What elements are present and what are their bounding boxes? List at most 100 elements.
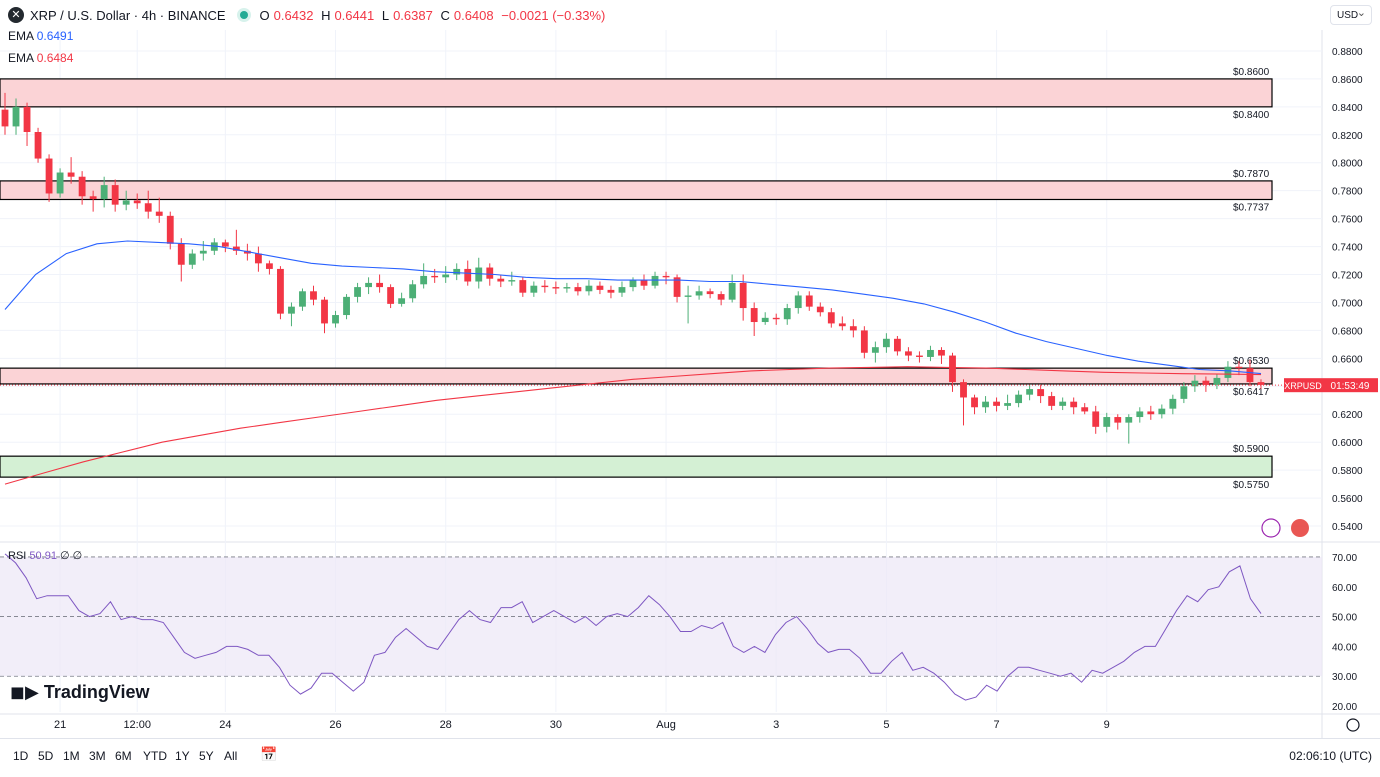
rsi-tick-label: 50.00	[1332, 613, 1357, 624]
candle	[398, 298, 406, 304]
price-tick-label: 0.5600	[1332, 494, 1363, 505]
candle	[1235, 366, 1243, 369]
us-flag-icon[interactable]	[1291, 519, 1309, 537]
price-tick-label: 0.7600	[1332, 215, 1363, 226]
ema-value: 0.6484	[36, 51, 74, 65]
range-all[interactable]: All	[224, 749, 238, 763]
symbol-title[interactable]: XRP / U.S. Dollar · 4h · BINANCE	[30, 7, 226, 23]
price-tick-label: 0.7800	[1332, 187, 1363, 198]
candle	[155, 211, 163, 216]
low-value: 0.6387	[393, 7, 433, 23]
candle	[1257, 382, 1265, 385]
countdown-tag	[1322, 378, 1378, 393]
range-1m[interactable]: 1M	[63, 749, 80, 763]
candle	[1158, 408, 1166, 415]
calendar-icon[interactable]: 📅	[260, 746, 278, 762]
price-tick-label: 0.6800	[1332, 326, 1363, 337]
range-1d[interactable]: 1D	[13, 749, 29, 763]
price-tick-label: 0.6600	[1332, 354, 1363, 365]
candle	[717, 294, 725, 300]
price-tick-label: 0.8000	[1332, 159, 1363, 170]
candle	[596, 285, 604, 290]
candle	[960, 382, 967, 398]
candle	[111, 185, 119, 205]
candle	[1147, 411, 1155, 415]
lightning-icon[interactable]	[1261, 518, 1281, 538]
zone-bottom-label: $0.6417	[1233, 387, 1270, 398]
candle	[310, 291, 317, 300]
candle	[893, 338, 901, 352]
candle	[530, 285, 538, 293]
ema-label: EMA	[8, 51, 34, 65]
utc-clock[interactable]: 02:06:10 (UTC)	[1289, 749, 1372, 763]
open-value: 0.6432	[273, 7, 314, 23]
price-tick-label: 0.7000	[1332, 298, 1363, 309]
candle	[365, 282, 372, 288]
chart-header: ✕ XRP / U.S. Dollar · 4h · BINANCE O 0.64…	[8, 7, 609, 23]
ema-slow-line	[4, 366, 1262, 485]
candle	[475, 267, 483, 282]
range-5d[interactable]: 5D	[38, 749, 54, 763]
candle	[695, 291, 703, 296]
candle	[431, 275, 439, 278]
rsi-legend[interactable]: RSI 50.91 ∅ ∅	[8, 549, 82, 562]
candle	[354, 287, 361, 297]
candle	[299, 291, 306, 307]
time-tick-label: 28	[440, 719, 452, 731]
range-5y[interactable]: 5Y	[199, 749, 214, 763]
rsi-tick-label: 70.00	[1332, 553, 1357, 564]
range-1y[interactable]: 1Y	[175, 749, 190, 763]
rsi-value: 50.91	[29, 550, 57, 562]
currency-select[interactable]: USD	[1330, 3, 1372, 25]
candle	[166, 215, 174, 244]
ema-value: 0.6491	[36, 29, 74, 43]
rsi-tick-label: 60.00	[1332, 583, 1357, 594]
candle	[420, 275, 428, 285]
change-value: −0.0021 (−0.33%)	[501, 7, 606, 23]
candle	[497, 278, 505, 282]
tv-logo-text: TradingView	[43, 682, 150, 702]
symbol-tag-label: XRPUSD	[1284, 381, 1322, 391]
candle	[629, 280, 637, 288]
candle	[927, 349, 934, 357]
candle	[728, 282, 736, 300]
candle	[387, 287, 395, 304]
candle	[541, 285, 549, 288]
candle	[409, 284, 417, 299]
price-tick-label: 0.8200	[1332, 131, 1363, 142]
ema-legend-slow[interactable]: EMA 0.6484	[8, 51, 73, 65]
price-tick-label: 0.8400	[1332, 103, 1363, 114]
candle	[1059, 401, 1067, 406]
range-6m[interactable]: 6M	[115, 749, 132, 763]
candle	[332, 315, 339, 324]
candle	[827, 312, 835, 324]
zone-top-label: $0.6530	[1233, 356, 1270, 367]
time-tick-label: 7	[994, 719, 1000, 731]
candle	[574, 287, 582, 292]
range-3m[interactable]: 3M	[89, 749, 106, 763]
candle	[23, 106, 31, 132]
ohlc-values: O 0.6432 H 0.6441 L 0.6387 C 0.6408 −0.0021 …	[260, 8, 610, 23]
range-ytd[interactable]: YTD	[143, 749, 167, 763]
candle	[45, 158, 53, 194]
settings-icon[interactable]	[1346, 718, 1360, 732]
candle	[916, 355, 923, 357]
candle	[993, 401, 1000, 406]
candle	[585, 285, 593, 292]
candle	[618, 287, 626, 293]
candle	[12, 106, 20, 127]
candle	[971, 397, 978, 408]
candle	[464, 268, 472, 282]
ema-legend-fast[interactable]: EMA 0.6491	[8, 29, 73, 43]
zone-top-label: $0.8600	[1233, 67, 1270, 78]
candle	[177, 243, 185, 265]
candle	[1202, 380, 1210, 385]
rsi-line	[4, 553, 1262, 701]
high-label: H	[321, 7, 331, 23]
price-zones: $0.8600 $0.8400 $0.7870 $0.7737 $0.6530 $0.64…	[0, 67, 1273, 491]
time-tick-label: 3	[773, 719, 779, 731]
candle	[453, 268, 461, 275]
ema-lines	[4, 240, 1262, 485]
time-tick-label: 26	[329, 719, 341, 731]
